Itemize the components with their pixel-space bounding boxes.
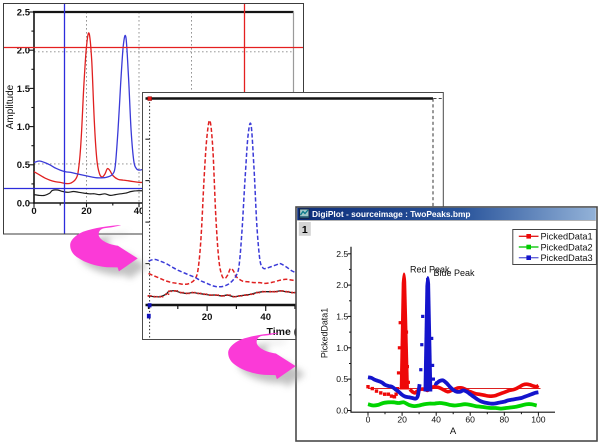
svg-text:80: 80	[500, 415, 510, 425]
svg-text:2.5: 2.5	[17, 7, 31, 18]
svg-text:PickedData2: PickedData2	[541, 242, 593, 252]
svg-text:100: 100	[531, 415, 546, 425]
svg-text:Time (s: Time (s	[267, 326, 304, 338]
svg-text:2.0: 2.0	[17, 46, 30, 57]
svg-text:0: 0	[366, 415, 371, 425]
svg-text:Blue Peak: Blue Peak	[434, 268, 476, 278]
svg-text:A: A	[450, 426, 457, 437]
svg-text:20: 20	[397, 415, 407, 425]
svg-text:1.0: 1.0	[17, 122, 30, 133]
svg-text:DigiPlot - sourceimage : TwoPe: DigiPlot - sourceimage : TwoPeaks.bmp	[312, 209, 471, 219]
svg-text:2.0: 2.0	[336, 280, 348, 290]
svg-text:PickedData1: PickedData1	[320, 308, 330, 358]
svg-text:Red Peak: Red Peak	[410, 265, 450, 275]
svg-text:PickedData3: PickedData3	[541, 253, 593, 263]
svg-text:40: 40	[134, 206, 145, 217]
svg-text:20: 20	[202, 312, 213, 323]
svg-text:0.5: 0.5	[17, 160, 31, 171]
svg-text:1.5: 1.5	[336, 311, 348, 321]
svg-text:2.5: 2.5	[336, 249, 348, 259]
svg-text:0.5: 0.5	[336, 374, 348, 384]
svg-text:0.0: 0.0	[336, 406, 348, 416]
svg-text:PickedData1: PickedData1	[541, 232, 593, 242]
svg-text:0: 0	[31, 206, 36, 217]
svg-text:20: 20	[81, 206, 92, 217]
svg-text:1.5: 1.5	[17, 84, 31, 95]
svg-text:1.0: 1.0	[336, 343, 348, 353]
svg-text:60: 60	[465, 415, 475, 425]
svg-text:40: 40	[260, 312, 271, 323]
svg-text:1: 1	[302, 224, 308, 236]
svg-text:40: 40	[431, 415, 441, 425]
svg-text:Amplitude: Amplitude	[5, 84, 16, 129]
svg-text:0.0: 0.0	[17, 198, 30, 209]
